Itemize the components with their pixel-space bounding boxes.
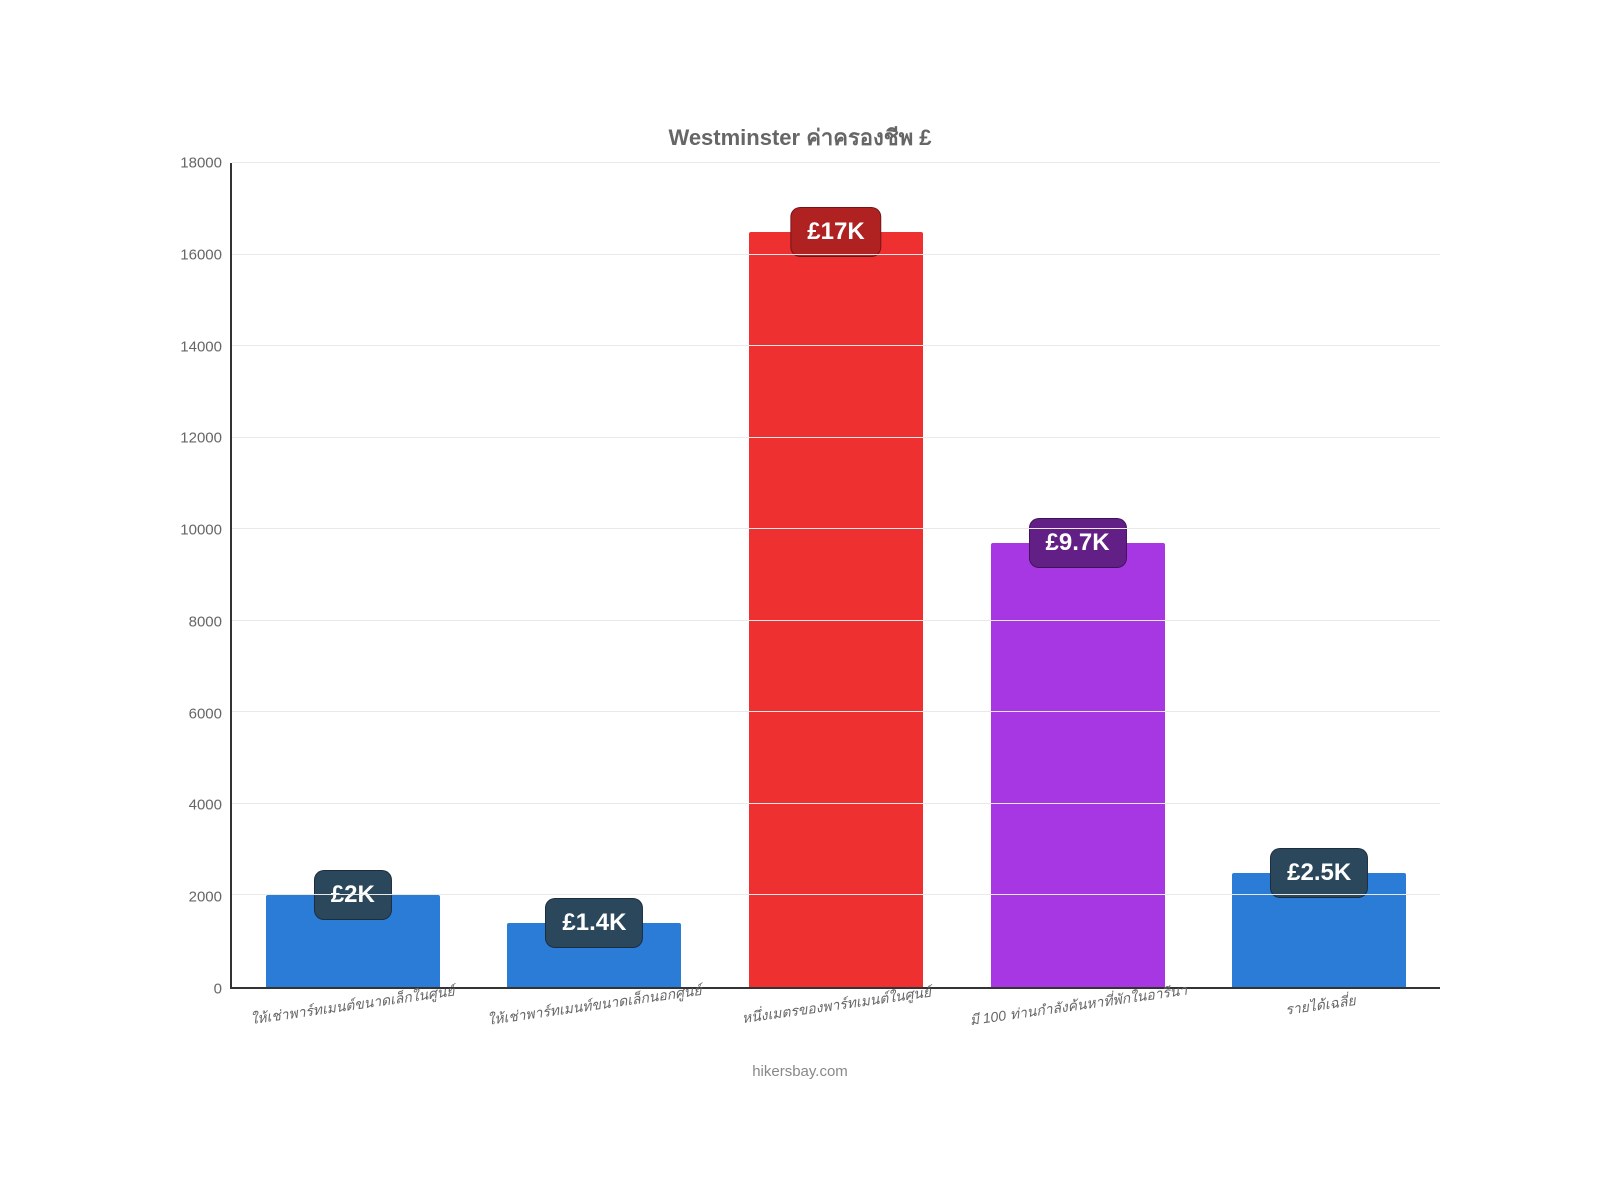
x-label-text: ให้เช่าพาร์ทเมนต์ขนาดเล็กในศูนย์ bbox=[249, 981, 456, 1031]
credit-text: hikersbay.com bbox=[160, 1063, 1440, 1080]
grid-line bbox=[232, 711, 1440, 712]
grid-line bbox=[232, 528, 1440, 529]
value-badge: £2K bbox=[314, 870, 392, 920]
cost-of-living-chart: Westminster ค่าครองชีพ £ 0 2000 4000 6000 80… bbox=[160, 120, 1440, 1080]
grid-line bbox=[232, 803, 1440, 804]
grid-line bbox=[232, 254, 1440, 255]
bar bbox=[991, 543, 1165, 987]
y-tick-label: 0 bbox=[214, 981, 222, 998]
grid-line bbox=[232, 345, 1440, 346]
value-badge: £1.4K bbox=[545, 898, 643, 948]
x-label: มี 100 ท่านกำลังค้นหาที่พักในอารีนา bbox=[956, 989, 1198, 1059]
plot-area: £2K £1.4K £17K £9.7K £2.5K bbox=[230, 163, 1440, 989]
x-label: ให้เช่าพาร์ทเมนต์ขนาดเล็กในศูนย์ bbox=[230, 989, 472, 1059]
bar-slot: £9.7K bbox=[957, 163, 1199, 987]
bar-slot: £1.4K bbox=[474, 163, 716, 987]
grid-line bbox=[232, 620, 1440, 621]
grid-line bbox=[232, 437, 1440, 438]
y-tick-label: 6000 bbox=[189, 705, 222, 722]
y-tick-label: 4000 bbox=[189, 797, 222, 814]
bar-slot: £2.5K bbox=[1198, 163, 1440, 987]
y-tick-label: 14000 bbox=[180, 338, 222, 355]
x-axis: ให้เช่าพาร์ทเมนต์ขนาดเล็กในศูนย์ให้เช่าพ… bbox=[230, 989, 1440, 1059]
bars-container: £2K £1.4K £17K £9.7K £2.5K bbox=[232, 163, 1440, 987]
y-tick-label: 18000 bbox=[180, 155, 222, 172]
plot-row: 0200040006000800010000120001400016000180… bbox=[160, 163, 1440, 989]
y-axis: 0200040006000800010000120001400016000180… bbox=[160, 163, 230, 989]
y-tick-label: 16000 bbox=[180, 246, 222, 263]
y-tick-label: 2000 bbox=[189, 889, 222, 906]
x-label-text: รายได้เฉลี่ย bbox=[1284, 990, 1357, 1022]
x-label: รายได้เฉลี่ย bbox=[1198, 989, 1440, 1059]
y-tick-label: 12000 bbox=[180, 430, 222, 447]
y-tick-label: 10000 bbox=[180, 522, 222, 539]
value-badge: £9.7K bbox=[1029, 518, 1127, 568]
bar-slot: £17K bbox=[715, 163, 957, 987]
value-badge: £2.5K bbox=[1270, 848, 1368, 898]
chart-title: Westminster ค่าครองชีพ £ bbox=[160, 120, 1440, 155]
x-label-text: หนึ่งเมตรของพาร์ทเมนต์ในศูนย์ bbox=[741, 982, 933, 1030]
grid-line bbox=[232, 162, 1440, 163]
value-badge: £17K bbox=[790, 207, 881, 257]
x-label: ให้เช่าพาร์ทเมนท์ขนาดเล็กนอกศูนย์ bbox=[472, 989, 714, 1059]
x-label: หนึ่งเมตรของพาร์ทเมนต์ในศูนย์ bbox=[714, 989, 956, 1059]
grid-line bbox=[232, 894, 1440, 895]
y-tick-label: 8000 bbox=[189, 613, 222, 630]
bar-slot: £2K bbox=[232, 163, 474, 987]
